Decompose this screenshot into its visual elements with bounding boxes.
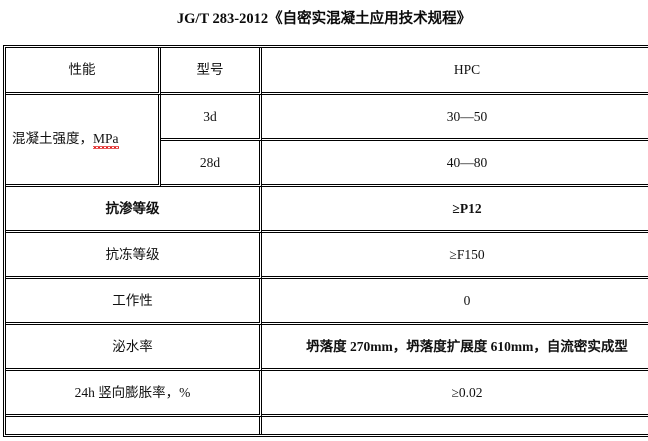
cell-value-bleeding-rate: 坍落度 270mm，坍落度扩展度 610mm，自流密实成型 (262, 325, 648, 371)
concrete-strength-main: 混凝土强度， (12, 131, 93, 147)
concrete-strength-text: 混凝土强度，MPa (10, 131, 154, 149)
cell-strength-3d-value: 30—50 (262, 95, 648, 141)
table-header-row: 性能 型号 HPC (6, 48, 648, 95)
cell-value-impermeability: ≥P12 (262, 187, 648, 233)
table-row: 工作性 0 (6, 279, 648, 325)
table-row: 28d 40—80 (6, 141, 648, 187)
cell-concrete-strength-label: 混凝土强度，MPa (6, 95, 161, 187)
cell-property-clipped (6, 417, 262, 434)
spec-table-container: 性能 型号 HPC 混凝土强度，MPa 3d 30—50 28d 40—80 (3, 45, 648, 437)
cell-value-vertical-expansion: ≥0.02 (262, 371, 648, 417)
cell-age-28d: 28d (161, 141, 262, 187)
table-row: 抗渗等级 ≥P12 (6, 187, 648, 233)
document-title: JG/T 283-2012《自密实混凝土应用技术规程》 (176, 11, 472, 27)
cell-value-workability: 0 (262, 279, 648, 325)
cell-property-vertical-expansion: 24h 竖向膨胀率，% (6, 371, 262, 417)
cell-property-workability: 工作性 (6, 279, 262, 325)
cell-property-bleeding-rate: 泌水率 (6, 325, 262, 371)
cell-value-frost-resistance: ≥F150 (262, 233, 648, 279)
table-row: 混凝土强度，MPa 3d 30—50 (6, 95, 648, 187)
concrete-spec-table: 性能 型号 HPC 混凝土强度，MPa 3d 30—50 28d 40—80 (3, 45, 648, 437)
table-row-clipped (6, 417, 648, 434)
header-cell-value: HPC (262, 48, 648, 95)
table-row: 抗冻等级 ≥F150 (6, 233, 648, 279)
table-row: 24h 竖向膨胀率，% ≥0.02 (6, 371, 648, 417)
header-cell-property: 性能 (6, 48, 161, 95)
cell-value-clipped (262, 417, 648, 434)
header-cell-model: 型号 (161, 48, 262, 95)
cell-strength-28d-value: 40—80 (262, 141, 648, 187)
table-row: 泌水率 坍落度 270mm，坍落度扩展度 610mm，自流密实成型 (6, 325, 648, 371)
concrete-strength-unit: MPa (93, 131, 119, 149)
cell-property-frost-resistance: 抗冻等级 (6, 233, 262, 279)
cell-age-3d: 3d (161, 95, 262, 141)
cell-property-impermeability: 抗渗等级 (6, 187, 262, 233)
